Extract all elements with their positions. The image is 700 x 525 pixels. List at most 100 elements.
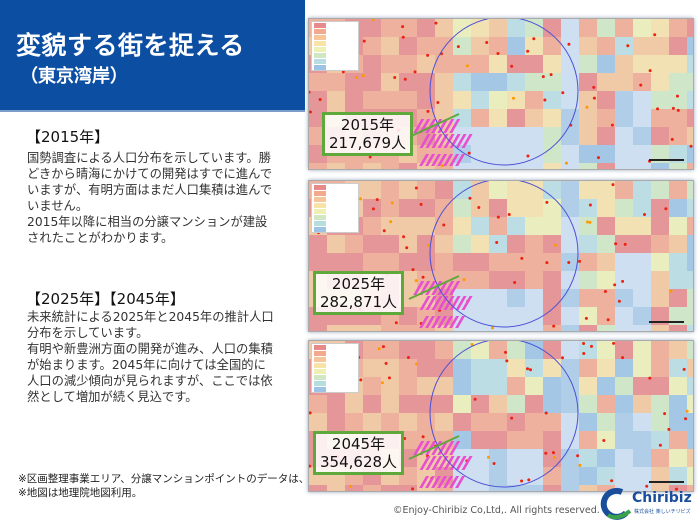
redevelopment-area [413, 281, 473, 328]
condo-point [551, 451, 555, 455]
condo-point [648, 376, 652, 380]
population-cell [381, 91, 399, 109]
condo-point [413, 70, 417, 74]
population-cell [399, 253, 417, 271]
population-cell [489, 253, 507, 271]
population-cell [399, 413, 417, 431]
population-cell [597, 253, 615, 271]
condo-point [394, 321, 398, 325]
population-cell [363, 55, 381, 73]
population-cell [543, 289, 561, 307]
population-cell [399, 235, 417, 253]
condo-point [507, 213, 511, 217]
condo-point [653, 33, 657, 37]
population-cell [597, 163, 615, 169]
population-cell [615, 37, 633, 55]
population-cell [615, 19, 633, 37]
population-cell [489, 217, 507, 235]
condo-point [602, 438, 606, 442]
population-cell [651, 55, 669, 73]
condo-point [561, 91, 565, 95]
population-cell [381, 341, 399, 359]
population-cell [471, 341, 489, 359]
population-cell [633, 19, 651, 37]
condo-point [510, 416, 514, 420]
population-cell [507, 235, 525, 253]
population-cell [687, 145, 693, 163]
population-cell [453, 359, 471, 377]
condo-point [390, 201, 394, 205]
population-cell [579, 377, 597, 395]
population-cell [489, 91, 507, 109]
legend-swatch [314, 59, 326, 64]
population-cell [471, 253, 489, 271]
population-cell [651, 341, 669, 359]
population-cell [597, 145, 615, 163]
population-cell [489, 199, 507, 217]
population-cell [435, 253, 453, 271]
condo-point [426, 53, 430, 57]
population-cell [471, 109, 489, 127]
population-cell [435, 235, 453, 253]
condo-point [545, 261, 549, 265]
legend-swatch [314, 215, 326, 220]
condo-point [426, 244, 430, 248]
condo-point [576, 454, 580, 458]
condo-point [477, 206, 481, 210]
population-cell [543, 377, 561, 395]
condo-point [496, 215, 500, 219]
population-cell [363, 253, 381, 271]
population-cell [417, 235, 435, 253]
population-cell [687, 395, 693, 413]
population-cell [453, 73, 471, 91]
legend-swatch [314, 351, 326, 356]
page-title: 変貌する街を捉える [16, 31, 245, 60]
population-cell [525, 253, 543, 271]
population-callout: 2015年 217,679人 [322, 112, 414, 156]
title-banner: 変貌する街を捉える （東京湾岸） [0, 0, 305, 112]
population-cell [687, 55, 693, 73]
population-cell [489, 109, 507, 127]
legend-swatch [314, 53, 326, 58]
condo-point [436, 100, 440, 104]
population-cell [507, 109, 525, 127]
population-cell [471, 377, 489, 395]
population-cell [543, 181, 561, 199]
condo-point [384, 361, 388, 365]
legend-swatch [314, 363, 326, 368]
population-cell [543, 91, 561, 109]
population-cell [543, 127, 561, 145]
logo-icon [600, 487, 632, 520]
condo-point [592, 85, 596, 89]
population-cell [453, 377, 471, 395]
population-cell [417, 377, 435, 395]
scale-bar [649, 321, 684, 323]
population-cell [651, 109, 669, 127]
condo-point [359, 197, 363, 201]
population-cell [615, 73, 633, 91]
population-value: 354,628人 [320, 453, 398, 471]
population-cell [489, 73, 507, 91]
population-cell [651, 395, 669, 413]
population-cell [417, 37, 435, 55]
population-cell [327, 395, 345, 413]
population-cell [363, 325, 381, 331]
population-cell [435, 377, 453, 395]
population-cell [399, 91, 417, 109]
population-cell [435, 341, 453, 359]
population-cell [471, 359, 489, 377]
legend-swatch [314, 185, 326, 190]
condo-point [675, 487, 679, 491]
population-callout: 2045年 354,628人 [313, 431, 405, 475]
condo-point [648, 69, 652, 73]
condo-point [606, 318, 610, 322]
population-cell [525, 19, 543, 37]
condo-point [553, 455, 557, 459]
condo-point [442, 223, 446, 227]
population-cell [687, 325, 693, 331]
population-cell [651, 91, 669, 109]
population-cell [687, 431, 693, 449]
population-cell [669, 127, 687, 145]
population-cell [417, 199, 435, 217]
population-cell [381, 73, 399, 91]
